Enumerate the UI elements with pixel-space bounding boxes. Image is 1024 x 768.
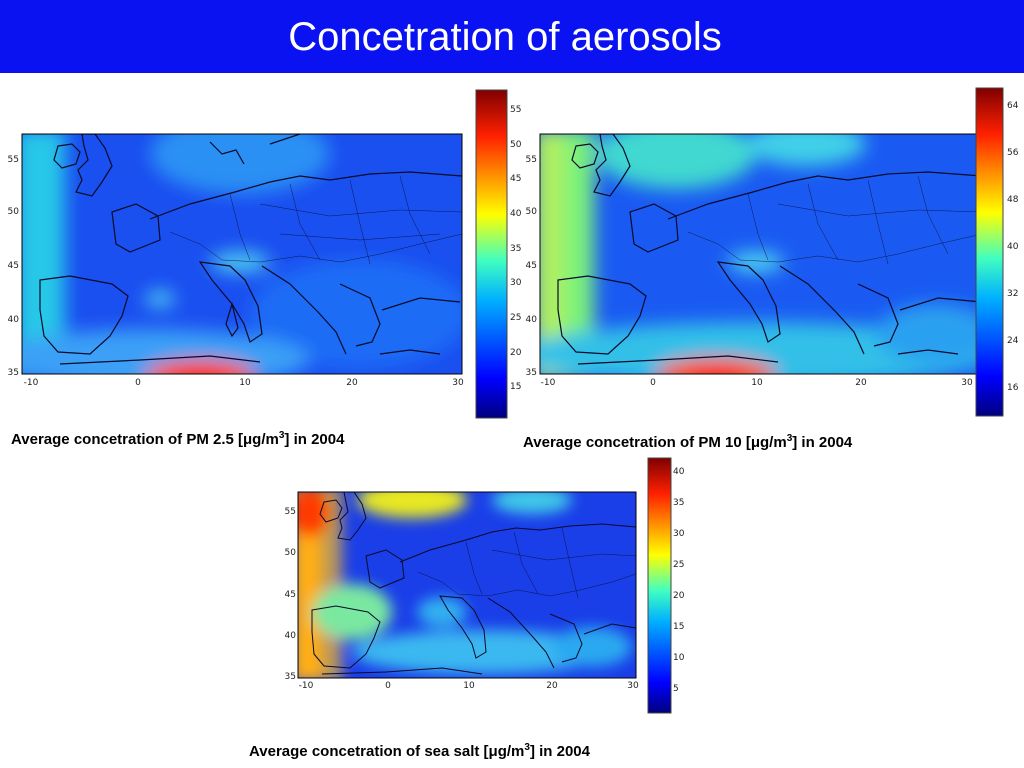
seasalt-lon-tick: 30 [627, 681, 639, 691]
seasalt-lat-tick: 50 [285, 548, 297, 558]
pm25-map-area [22, 134, 462, 374]
slide-title: Concetration of aerosols [288, 15, 722, 59]
seasalt-colorbar-tick: 30 [673, 529, 685, 539]
seasalt-colorbar-tick: 5 [673, 684, 679, 694]
pm10-colorbar-tick: 32 [1007, 289, 1018, 299]
seasalt-caption-text: Average concetration of sea salt [μg/m [249, 743, 525, 760]
pm25-colorbar-tick: 55 [510, 105, 521, 115]
pm25-map-frame [21, 133, 463, 375]
pm10-lat-tick: 50 [526, 207, 538, 217]
pm25-caption-sup: 3 [278, 430, 285, 441]
pm25-colorbar [475, 89, 508, 419]
pm10-map-figure: 55 50 45 40 35 -10 0 10 20 30 64 56 48 4… [526, 87, 1019, 417]
pm10-colorbar-tick: 56 [1007, 148, 1019, 158]
pm10-colorbar-tick: 64 [1007, 101, 1019, 111]
seasalt-colorbar-ticks: 40 35 30 25 20 15 10 5 [673, 467, 685, 694]
pm10-colorbar-tick: 48 [1007, 195, 1019, 205]
seasalt-colorbar-tick: 10 [673, 653, 685, 663]
pm10-lon-tick: 20 [855, 378, 867, 388]
pm10-coastlines [557, 134, 982, 365]
pm10-lat-tick: 35 [526, 368, 537, 378]
pm25-lon-tick: -10 [24, 378, 39, 388]
pm25-caption-end: ] in 2004 [284, 431, 345, 448]
pm25-lon-tick: 30 [452, 378, 464, 388]
seasalt-lon-ticks: -10 0 10 20 30 [299, 681, 639, 691]
seasalt-map-figure: 55 50 45 40 35 -10 0 10 20 30 40 35 30 2… [285, 457, 685, 714]
title-bar: Concetration of aerosols [0, 0, 1024, 73]
pm25-lat-tick: 55 [8, 155, 19, 165]
pm25-colorbar-tick: 50 [510, 140, 522, 150]
seasalt-colorbar-tick: 15 [673, 622, 684, 632]
pm25-borders [169, 175, 462, 265]
pm25-lat-tick: 45 [8, 261, 19, 271]
seasalt-lon-tick: 0 [385, 681, 391, 691]
pm10-caption: Average concetration of PM 10 [μg/m3] in… [523, 433, 852, 451]
seasalt-colorbar-tick: 35 [673, 498, 684, 508]
pm25-lon-tick: 0 [135, 378, 141, 388]
pm10-borders [687, 175, 982, 265]
seasalt-lon-tick: 20 [546, 681, 558, 691]
pm25-lon-tick: 10 [239, 378, 251, 388]
seasalt-colorbar-tick: 25 [673, 560, 684, 570]
seasalt-caption-sup: 3 [524, 742, 530, 753]
pm25-lat-tick: 50 [8, 207, 20, 217]
pm10-lon-tick: 0 [650, 378, 656, 388]
pm10-colorbar-tick: 24 [1007, 336, 1019, 346]
pm25-colorbar-tick: 20 [510, 348, 522, 358]
pm25-lat-tick: 35 [8, 368, 19, 378]
pm10-caption-text: Average concetration of PM 10 [μg/m [523, 434, 787, 451]
pm10-colorbar-tick: 40 [1007, 242, 1019, 252]
pm10-colorbar-tick: 16 [1007, 383, 1019, 393]
pm25-lon-tick: 20 [346, 378, 358, 388]
pm10-lon-tick: 10 [751, 378, 763, 388]
seasalt-coastlines [311, 492, 636, 675]
pm10-colorbar-ticks: 64 56 48 40 32 24 16 [1007, 101, 1019, 393]
pm25-colorbar-tick: 35 [510, 244, 521, 254]
seasalt-lon-tick: 10 [463, 681, 475, 691]
pm10-lon-ticks: -10 0 10 20 30 [541, 378, 973, 388]
pm10-lon-tick: 30 [961, 378, 973, 388]
seasalt-colorbar [647, 457, 672, 714]
pm25-map-figure: 55 50 45 40 35 -10 0 10 20 30 55 50 45 4… [8, 89, 522, 419]
seasalt-lat-tick: 55 [285, 507, 296, 517]
pm25-colorbar-tick: 45 [510, 174, 521, 184]
pm10-caption-sup: 3 [786, 433, 793, 444]
seasalt-caption-end: ] in 2004 [529, 743, 590, 760]
pm10-caption-end: ] in 2004 [792, 434, 853, 451]
seasalt-lat-ticks: 55 50 45 40 35 [285, 507, 297, 682]
pm10-lon-tick: -10 [541, 378, 556, 388]
seasalt-map-frame [297, 491, 637, 679]
pm25-colorbar-ticks: 55 50 45 40 35 30 25 20 15 [510, 105, 522, 392]
seasalt-colorbar-tick: 40 [673, 467, 685, 477]
seasalt-lat-tick: 35 [285, 672, 296, 682]
seasalt-lat-tick: 40 [285, 631, 297, 641]
pm10-lat-ticks: 55 50 45 40 35 [526, 155, 538, 378]
pm25-lat-tick: 40 [8, 315, 20, 325]
pm25-lon-ticks: -10 0 10 20 30 [24, 378, 464, 388]
pm25-colorbar-tick: 15 [510, 382, 521, 392]
seasalt-borders [417, 527, 636, 599]
pm25-lat-ticks: 55 50 45 40 35 [8, 155, 20, 378]
pm10-lat-tick: 40 [526, 315, 538, 325]
pm25-colorbar-tick: 30 [510, 278, 522, 288]
pm10-colorbar [975, 87, 1004, 417]
pm25-colorbar-tick: 25 [510, 313, 521, 323]
pm10-map-area [540, 134, 982, 374]
pm25-coastlines [39, 134, 462, 365]
seasalt-lon-tick: -10 [299, 681, 314, 691]
pm25-caption: Average concetration of PM 2.5 [μg/m3] i… [11, 430, 344, 448]
pm10-lat-tick: 55 [526, 155, 537, 165]
seasalt-lat-tick: 45 [285, 590, 296, 600]
seasalt-map-area [298, 492, 636, 678]
seasalt-caption: Average concetration of sea salt [μg/m3]… [249, 742, 590, 760]
seasalt-colorbar-tick: 20 [673, 591, 685, 601]
pm25-caption-text: Average concetration of PM 2.5 [μg/m [11, 431, 279, 448]
pm10-lat-tick: 45 [526, 261, 537, 271]
pm25-colorbar-tick: 40 [510, 209, 522, 219]
